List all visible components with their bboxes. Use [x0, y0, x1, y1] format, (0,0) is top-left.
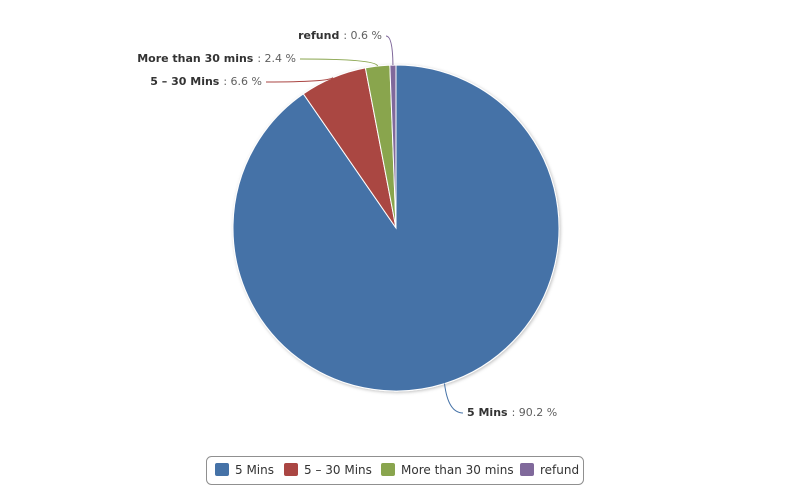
data-label: 5 Mins : 90.2 % — [467, 406, 557, 419]
data-label: refund : 0.6 % — [298, 29, 382, 42]
legend-label: refund — [540, 463, 579, 477]
connector — [299, 58, 379, 67]
data-label-name: More than 30 mins — [137, 52, 254, 65]
legend-swatch — [215, 463, 229, 476]
legend-label: 5 – 30 Mins — [304, 463, 372, 477]
data-label-value: : 2.4 % — [257, 52, 296, 65]
data-label-name: 5 Mins — [467, 406, 508, 419]
data-label-name: 5 – 30 Mins — [150, 75, 219, 88]
legend-label: More than 30 mins — [401, 463, 514, 477]
data-label: 5 – 30 Mins : 6.6 % — [150, 75, 262, 88]
pie — [232, 64, 560, 392]
legend-swatch — [381, 463, 395, 476]
data-label: More than 30 mins: 2.4 % — [137, 52, 296, 65]
data-label-value: : 90.2 % — [512, 406, 558, 419]
legend-label: 5 Mins — [235, 463, 274, 477]
connector — [385, 35, 394, 66]
legend-swatch — [284, 463, 298, 476]
connector — [444, 383, 464, 414]
legend-swatch — [520, 463, 534, 476]
pie-slice — [389, 64, 397, 229]
data-label-name: refund — [298, 29, 339, 42]
data-label-value: : 6.6 % — [223, 75, 262, 88]
data-label-value: : 0.6 % — [343, 29, 382, 42]
connector — [265, 77, 334, 83]
